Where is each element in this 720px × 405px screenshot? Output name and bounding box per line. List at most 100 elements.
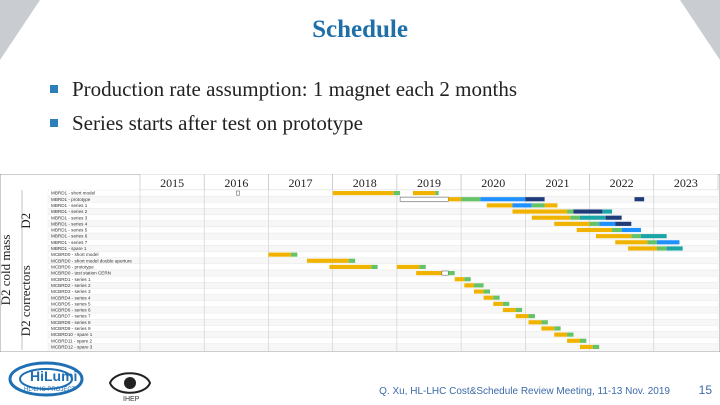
gantt-row <box>47 337 719 345</box>
gantt-bar <box>579 215 606 220</box>
bullet-text: Series starts after test on prototype <box>72 110 364 135</box>
gantt-bar <box>567 209 574 214</box>
gantt-row <box>47 245 719 252</box>
row-label: MBRD1 - series 5 <box>51 228 88 233</box>
row-label: MCBRD11 - spare 2 <box>51 338 92 343</box>
gantt-row <box>47 325 719 332</box>
gantt-bar <box>493 295 500 300</box>
gantt-bar <box>512 203 532 208</box>
gantt-bar <box>634 197 645 202</box>
row-label: MCBRD12 - spare 3 <box>51 345 93 350</box>
gantt-bar <box>486 203 513 208</box>
row-label: MCBRD8 - series 8 <box>51 320 91 325</box>
row-label: MCBRD4 - series 4 <box>51 295 91 300</box>
gantt-bar <box>393 191 401 196</box>
gantt-bar <box>595 234 632 239</box>
gantt-row <box>47 331 719 338</box>
gantt-bar <box>579 338 587 343</box>
gantt-bar <box>579 344 593 349</box>
gantt-bar <box>656 246 667 251</box>
gantt-bar <box>541 326 555 331</box>
bullet-list: Production rate assumption: 1 magnet eac… <box>50 72 517 140</box>
year-label: 2015 <box>160 176 184 190</box>
gantt-bar <box>435 191 439 196</box>
gantt-row <box>47 319 719 326</box>
gantt-bar <box>628 246 657 251</box>
gantt-bar <box>615 240 648 245</box>
row-label: MCBRD2 - series 2 <box>51 283 91 288</box>
bullet-marker-icon <box>50 85 58 93</box>
gantt-bar <box>666 246 683 251</box>
gantt-bar <box>512 209 552 214</box>
gantt-bar <box>515 314 529 319</box>
gantt-bar <box>554 221 590 226</box>
group-label: D2 <box>18 213 33 229</box>
gantt-row <box>47 269 719 277</box>
gantt-bar <box>554 332 568 337</box>
gantt-bar <box>602 209 613 214</box>
bullet-item: Series starts after test on prototype <box>50 106 517 140</box>
gantt-row <box>47 312 719 320</box>
gantt-bar <box>290 252 298 257</box>
gantt-bar <box>640 234 667 239</box>
gantt-bar <box>567 338 580 343</box>
gantt-bar <box>515 307 523 313</box>
gantt-bar <box>647 240 657 245</box>
year-label: 2018 <box>353 176 377 190</box>
gantt-row <box>47 208 719 215</box>
hilumi-logo-subtext: HL-LHC PROJECT <box>24 387 76 393</box>
row-label: MBRD1 - series 3 <box>51 215 88 220</box>
row-label: MCBRD9 - series 9 <box>51 326 91 331</box>
gantt-bar <box>473 289 484 294</box>
year-label: 2021 <box>545 176 569 190</box>
gantt-bar <box>268 252 291 257</box>
gantt-bar <box>306 258 349 263</box>
row-label: MBRD1 - series 2 <box>51 209 88 214</box>
gantt-bar <box>454 277 465 282</box>
gantt-bar <box>371 264 378 269</box>
gantt-bar <box>615 221 632 226</box>
row-label: MBRD1 - spare 1 <box>51 246 87 251</box>
row-label: MCBRD0 - prototype <box>51 265 94 270</box>
gantt-bar <box>348 258 356 263</box>
gantt-bar <box>441 270 449 276</box>
row-label: MBRD1 - series 6 <box>51 234 88 239</box>
gantt-row <box>47 275 719 283</box>
bullet-text: Production rate assumption: 1 magnet eac… <box>72 76 517 101</box>
row-label: MBRD1 - series 1 <box>51 203 88 208</box>
gantt-bar <box>621 227 641 233</box>
gantt-bar <box>464 277 471 282</box>
gantt-bar <box>567 332 574 337</box>
row-label: MCBRD6 - series 6 <box>51 308 91 313</box>
gantt-bar <box>464 283 474 288</box>
gantt-bar <box>525 197 545 202</box>
gantt-bar <box>589 221 600 226</box>
row-label: MCBRD0 - short model <box>51 252 98 257</box>
gantt-bar <box>605 215 622 220</box>
gantt-bar <box>544 203 558 208</box>
gantt-bar <box>502 301 510 306</box>
gantt-bar <box>570 215 580 220</box>
gantt-row <box>47 251 719 258</box>
gantt-row <box>47 300 719 308</box>
gantt-bar <box>419 264 426 269</box>
gantt-bar <box>599 221 616 226</box>
gantt-chart: 2015 2016 2017 2018 2019 2020 2021 2022 2023 MBRD… <box>0 174 720 352</box>
gantt-bar <box>483 295 494 300</box>
hilumi-logo-text: HiLumi <box>30 368 77 384</box>
gantt-row <box>47 263 719 271</box>
gantt-row <box>47 288 719 295</box>
gantt-bar <box>396 264 420 269</box>
gantt-bar <box>493 301 503 306</box>
row-label: MBRD1 - series 4 <box>51 221 88 226</box>
gantt-row <box>47 306 719 314</box>
bullet-item: Production rate assumption: 1 magnet eac… <box>50 72 517 106</box>
gantt-row <box>47 257 719 265</box>
footer-text: Q. Xu, HL-LHC Cost&Schedule Review Meeti… <box>379 386 670 397</box>
year-label: 2022 <box>610 176 634 190</box>
gantt-bar <box>528 314 535 319</box>
gantt-bar <box>631 234 641 239</box>
gantt-bar <box>541 320 548 325</box>
group-label: D2 cold mass <box>0 235 13 306</box>
gantt-bar <box>612 227 622 233</box>
